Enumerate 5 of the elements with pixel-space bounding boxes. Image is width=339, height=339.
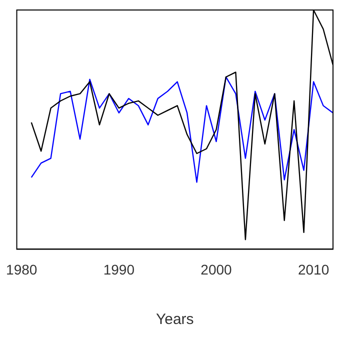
x-tick-label: 2010 (298, 261, 330, 278)
x-tick-label: 1980 (6, 261, 38, 278)
x-tick-label: 2000 (200, 261, 232, 278)
x-axis-title: Years (156, 311, 194, 328)
x-tick-label: 1990 (103, 261, 135, 278)
